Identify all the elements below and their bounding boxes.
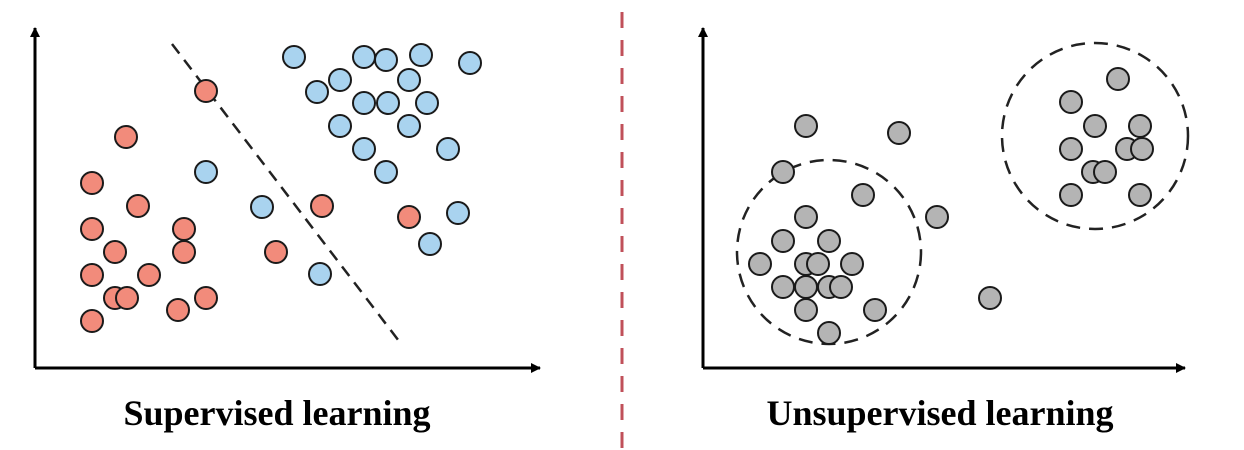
unlabeled-point [771,160,795,184]
unlabeled-point [794,205,818,229]
red-class-point [194,286,218,310]
blue-class-point [458,51,482,75]
blue-class-point [305,80,329,104]
red-class-point [172,240,196,264]
blue-class-point [409,43,433,67]
unlabeled-point [978,286,1002,310]
unlabeled-point [1083,114,1107,138]
unlabeled-point [748,252,772,276]
unlabeled-point [1128,114,1152,138]
blue-class-point [397,68,421,92]
red-class-point [80,309,104,333]
blue-class-point [250,195,274,219]
blue-class-point [418,232,442,256]
red-class-point [194,79,218,103]
unlabeled-point [1130,137,1154,161]
blue-class-point [446,201,470,225]
cluster-boundary-right [1000,41,1190,231]
unlabeled-point [829,275,853,299]
unlabeled-point [887,121,911,145]
blue-class-point [352,45,376,69]
red-class-point [126,194,150,218]
red-class-point [80,263,104,287]
blue-class-point [352,137,376,161]
supervised-caption: Supervised learning [123,393,430,433]
unsupervised-caption: Unsupervised learning [766,393,1113,433]
red-class-point [166,298,190,322]
unlabeled-point [771,275,795,299]
red-class-point [114,125,138,149]
unlabeled-point [817,229,841,253]
red-class-point [115,286,139,310]
blue-class-point [374,160,398,184]
unlabeled-point [840,252,864,276]
unlabeled-point [817,321,841,345]
unlabeled-point [1059,137,1083,161]
unlabeled-point [1059,90,1083,114]
red-class-point [80,217,104,241]
blue-class-point [397,114,421,138]
unlabeled-point [806,252,830,276]
red-class-point [80,171,104,195]
blue-class-point [328,114,352,138]
blue-class-point [328,68,352,92]
unlabeled-point [794,298,818,322]
blue-class-point [415,91,439,115]
unlabeled-point [925,205,949,229]
red-class-point [103,240,127,264]
supervised-points [80,43,482,333]
red-class-point [137,263,161,287]
blue-class-point [376,91,400,115]
unlabeled-point [1106,67,1130,91]
unlabeled-point [1059,183,1083,207]
blue-class-point [374,48,398,72]
unlabeled-point [794,114,818,138]
unlabeled-point [851,183,875,207]
blue-class-point [308,262,332,286]
unlabeled-point [771,229,795,253]
red-class-point [264,240,288,264]
unsupervised-points [748,67,1154,345]
unlabeled-point [1093,160,1117,184]
red-class-point [172,217,196,241]
red-class-point [310,194,334,218]
unsupervised-panel: Unsupervised learning [698,27,1190,433]
unlabeled-point [863,298,887,322]
blue-class-point [436,137,460,161]
blue-class-point [352,91,376,115]
red-class-point [397,205,421,229]
unlabeled-point [794,275,818,299]
blue-class-point [282,45,306,69]
supervised-panel: Supervised learning [30,27,541,433]
unlabeled-point [1128,183,1152,207]
blue-class-point [194,160,218,184]
